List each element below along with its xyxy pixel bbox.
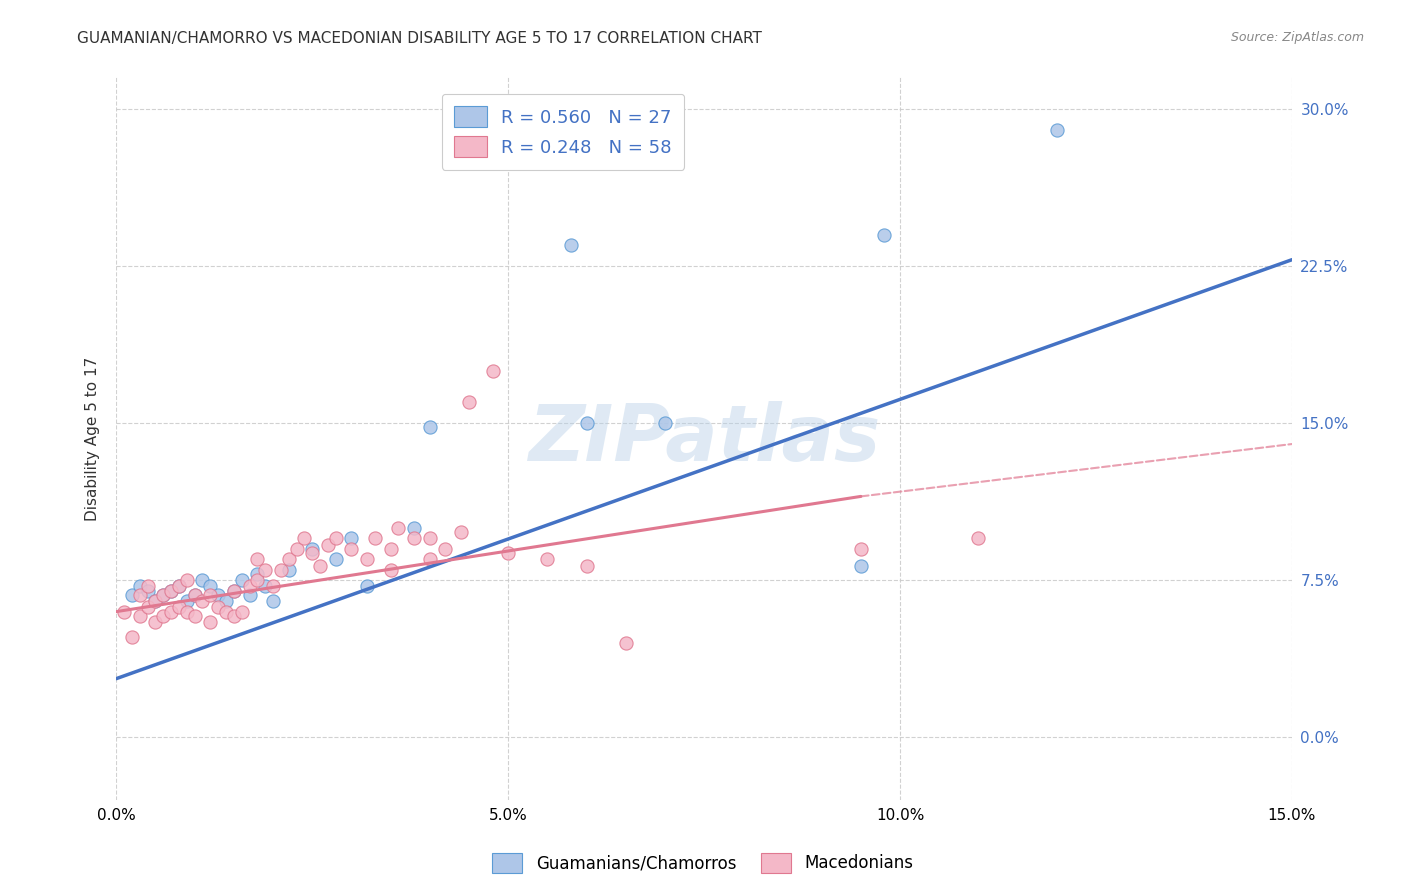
Point <box>364 531 387 545</box>
Point <box>145 615 167 629</box>
Point <box>654 416 676 430</box>
Point <box>160 583 183 598</box>
Legend: R = 0.560   N = 27, R = 0.248   N = 58: R = 0.560 N = 27, R = 0.248 N = 58 <box>441 94 685 169</box>
Point <box>419 552 441 566</box>
Point <box>536 552 558 566</box>
Point <box>191 573 214 587</box>
Point <box>176 605 198 619</box>
Point <box>136 600 159 615</box>
Point <box>128 608 150 623</box>
Point <box>176 594 198 608</box>
Point <box>145 594 167 608</box>
Point <box>277 552 299 566</box>
Point <box>340 541 363 556</box>
Point <box>419 531 441 545</box>
Legend: Guamanians/Chamorros, Macedonians: Guamanians/Chamorros, Macedonians <box>485 847 921 880</box>
Point <box>575 558 598 573</box>
Point <box>183 608 205 623</box>
Point <box>222 608 245 623</box>
Point <box>380 541 402 556</box>
Point <box>121 588 143 602</box>
Point <box>152 588 174 602</box>
Point <box>301 546 323 560</box>
Point <box>128 579 150 593</box>
Point <box>387 521 409 535</box>
Point <box>325 531 347 545</box>
Point <box>152 588 174 602</box>
Point <box>183 588 205 602</box>
Point <box>200 579 222 593</box>
Point <box>167 579 190 593</box>
Y-axis label: Disability Age 5 to 17: Disability Age 5 to 17 <box>86 357 100 521</box>
Point <box>128 588 150 602</box>
Point <box>215 605 238 619</box>
Point <box>309 558 332 573</box>
Point <box>215 594 238 608</box>
Point <box>404 521 426 535</box>
Point <box>285 541 308 556</box>
Point <box>200 615 222 629</box>
Point <box>614 636 637 650</box>
Text: ZIPatlas: ZIPatlas <box>529 401 880 477</box>
Point <box>183 588 205 602</box>
Point <box>849 541 872 556</box>
Point <box>481 364 503 378</box>
Text: Source: ZipAtlas.com: Source: ZipAtlas.com <box>1230 31 1364 45</box>
Point <box>112 605 135 619</box>
Point <box>152 608 174 623</box>
Point <box>967 531 990 545</box>
Point <box>404 531 426 545</box>
Point <box>419 420 441 434</box>
Point <box>450 524 472 539</box>
Point <box>160 583 183 598</box>
Point <box>176 573 198 587</box>
Point <box>254 563 277 577</box>
Point <box>380 563 402 577</box>
Point <box>873 227 896 242</box>
Point <box>262 579 284 593</box>
Point <box>231 573 253 587</box>
Point <box>434 541 457 556</box>
Point <box>222 583 245 598</box>
Text: GUAMANIAN/CHAMORRO VS MACEDONIAN DISABILITY AGE 5 TO 17 CORRELATION CHART: GUAMANIAN/CHAMORRO VS MACEDONIAN DISABIL… <box>77 31 762 46</box>
Point <box>160 605 183 619</box>
Point <box>238 588 260 602</box>
Point <box>207 600 229 615</box>
Point <box>238 579 260 593</box>
Point <box>254 579 277 593</box>
Point <box>167 579 190 593</box>
Point <box>849 558 872 573</box>
Point <box>222 583 245 598</box>
Point <box>458 395 481 409</box>
Point <box>136 579 159 593</box>
Point <box>356 552 378 566</box>
Point <box>246 566 269 581</box>
Point <box>560 238 582 252</box>
Point <box>207 588 229 602</box>
Point <box>191 594 214 608</box>
Point <box>136 583 159 598</box>
Point <box>262 594 284 608</box>
Point <box>246 573 269 587</box>
Point <box>325 552 347 566</box>
Point <box>356 579 378 593</box>
Point <box>277 563 299 577</box>
Point <box>1046 123 1069 137</box>
Point <box>575 416 598 430</box>
Point <box>301 541 323 556</box>
Point <box>246 552 269 566</box>
Point <box>200 588 222 602</box>
Point <box>496 546 519 560</box>
Point <box>340 531 363 545</box>
Point <box>145 594 167 608</box>
Point <box>121 630 143 644</box>
Point <box>231 605 253 619</box>
Point <box>292 531 315 545</box>
Point <box>316 538 339 552</box>
Point <box>167 600 190 615</box>
Point <box>270 563 292 577</box>
